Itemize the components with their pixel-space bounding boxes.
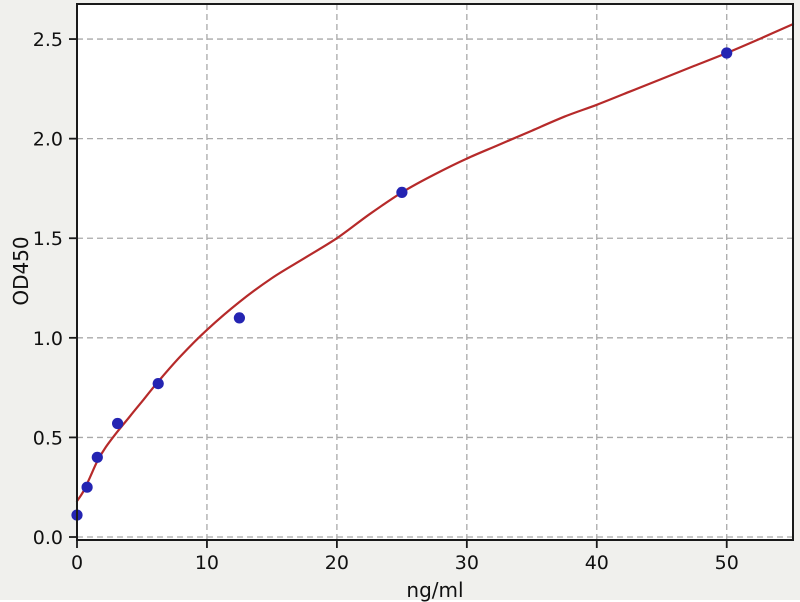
y-tick-label: 1.0 (33, 328, 63, 350)
x-tick-label: 10 (195, 552, 219, 574)
axes-spines (76, 3, 794, 541)
data-point (233, 312, 245, 324)
y-tick-label: 0.0 (33, 527, 63, 549)
y-tick-label: 1.5 (33, 228, 63, 250)
x-tick-label: 40 (585, 552, 609, 574)
data-point (721, 47, 733, 59)
x-axis-label: ng/ml (406, 578, 464, 602)
data-point (81, 481, 93, 493)
fit-curve (75, 23, 795, 503)
data-point (396, 186, 408, 198)
x-tick-label: 0 (71, 552, 83, 574)
x-tick-label: 50 (715, 552, 739, 574)
data-point (91, 451, 103, 463)
y-tick-label: 0.5 (33, 427, 63, 449)
y-tick-label: 2.0 (33, 129, 63, 151)
x-tick-label: 30 (455, 552, 479, 574)
x-tick-label: 20 (325, 552, 349, 574)
plot-background (77, 4, 793, 540)
data-point (152, 378, 164, 390)
data-point (112, 417, 124, 430)
y-axis-label: OD450 (9, 236, 33, 306)
y-tick-label: 2.5 (33, 29, 63, 51)
